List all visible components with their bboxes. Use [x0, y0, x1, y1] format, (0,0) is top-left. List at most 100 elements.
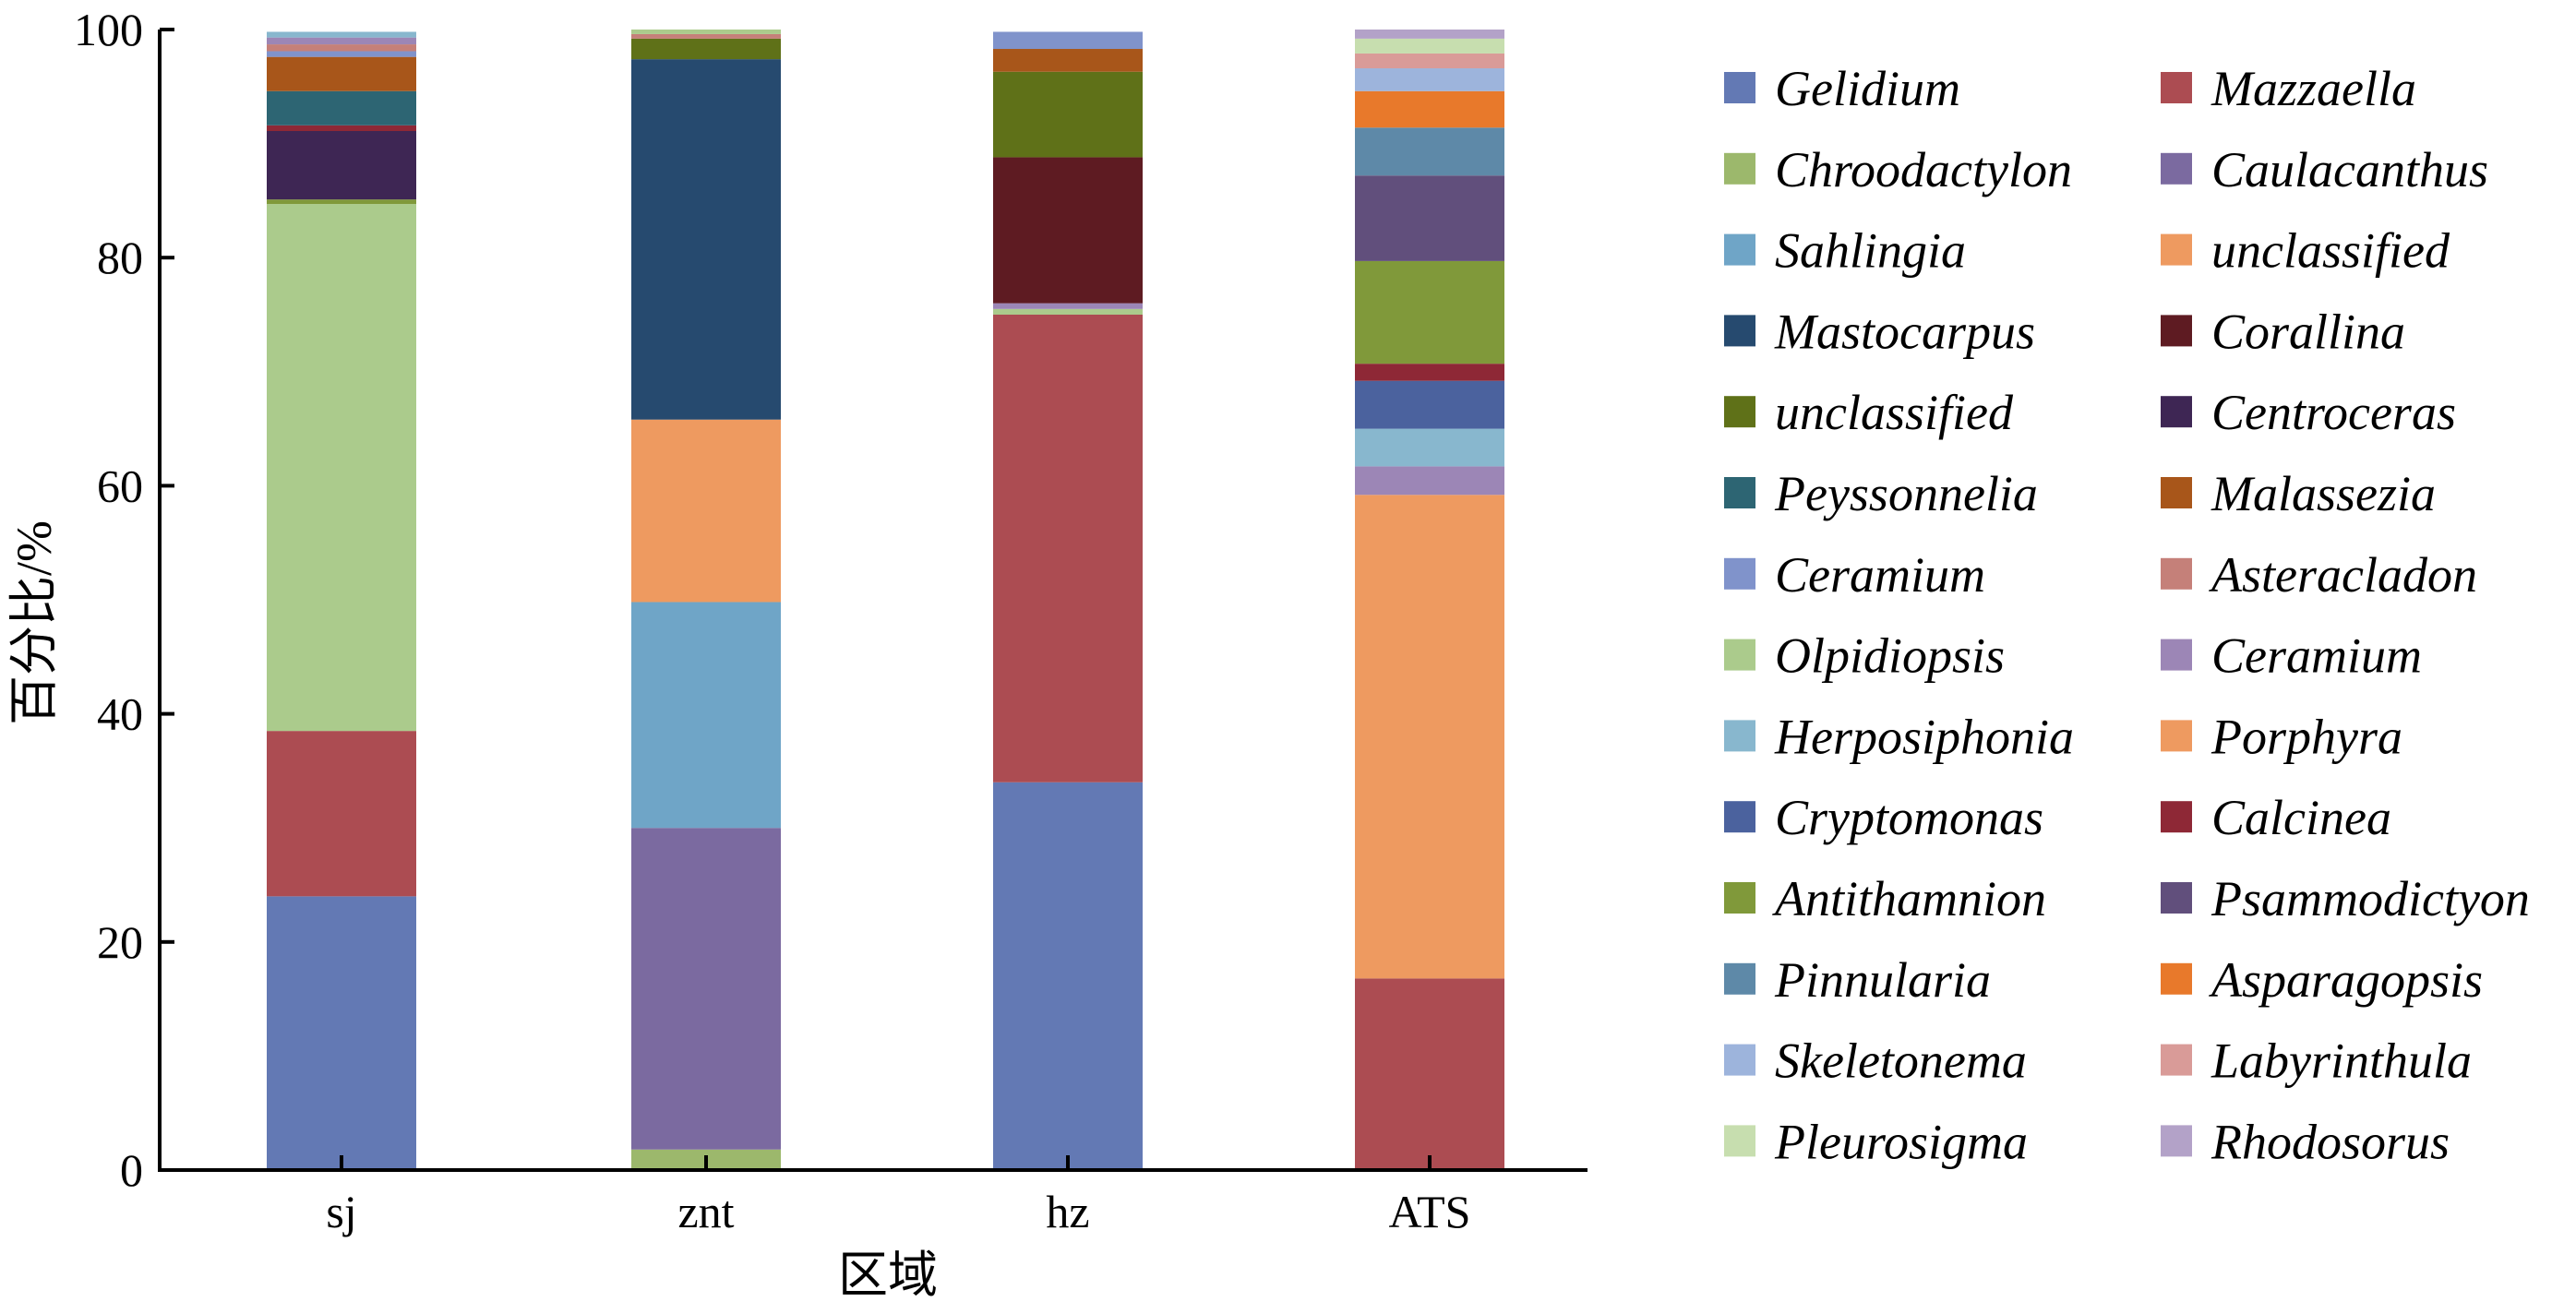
bar-segment-sj-olpidiopsis: [267, 204, 416, 732]
legend-label: Chroodactylon: [1775, 142, 2072, 197]
y-tick-label-0: 0: [120, 1144, 143, 1196]
bar-segment-hz-unclassified: [993, 71, 1143, 158]
legend-swatch: [1724, 72, 1755, 103]
legend-label: Caulacanthus: [2211, 142, 2488, 197]
legend-label: Sahlingia: [1775, 223, 1966, 279]
bar-segment-znt-unclassified: [631, 38, 781, 60]
legend-item-pleurosigma: Pleurosigma: [1724, 1114, 2028, 1169]
legend-swatch: [1724, 1044, 1755, 1076]
y-tick-label-40: 40: [97, 688, 143, 740]
bar-segment-znt-olpidiopsis: [631, 30, 781, 34]
legend-item-unclassified: unclassified: [1724, 385, 2014, 440]
legend-label: Peyssonnelia: [1774, 466, 2038, 521]
legend-swatch: [2161, 233, 2192, 266]
legend-label: Calcinea: [2211, 790, 2391, 845]
x-tick-label-hz: hz: [1046, 1186, 1089, 1237]
legend: Gelidium Mazzaella Chroodactylon Caulacanth…: [1724, 61, 2530, 1169]
legend-swatch: [2161, 962, 2192, 995]
legend-swatch: [2161, 720, 2192, 752]
legend-label: Mastocarpus: [1774, 304, 2035, 359]
legend-item-skeletonema: Skeletonema: [1724, 1033, 2027, 1089]
bar-segment-sj-ceramium: [267, 51, 416, 57]
bar-segment-hz-mazzaella: [993, 315, 1143, 782]
legend-swatch: [2161, 152, 2192, 185]
legend-label: unclassified: [2211, 223, 2450, 279]
legend-item-asteracladon: Asteracladon: [2161, 547, 2477, 603]
legend-item-herposiphonia: Herposiphonia: [1724, 709, 2074, 764]
legend-item-caulacanthus: Caulacanthus: [2161, 142, 2488, 197]
bar-segment-hz-malassezia: [993, 49, 1143, 72]
legend-item-gelidium: Gelidium: [1724, 61, 1960, 116]
bar-segment-ATS-labyrinthula: [1355, 53, 1504, 69]
bar-segment-znt-caulacanthus: [631, 828, 781, 1150]
bar-segment-ATS-pleurosigma: [1355, 38, 1504, 54]
bars-layer: [267, 30, 1504, 1170]
bar-stack-hz: [993, 31, 1143, 1170]
bar-segment-sj-peyssonnelia: [267, 90, 416, 125]
x-tick-label-znt: znt: [677, 1186, 734, 1237]
bar-segment-ATS-asparagopsis: [1355, 90, 1504, 128]
bar-segment-ATS-psammodictyon: [1355, 175, 1504, 261]
legend-swatch: [2161, 801, 2192, 833]
bar-segment-sj-malassezia: [267, 56, 416, 91]
legend-item-mastocarpus: Mastocarpus: [1724, 304, 2035, 359]
axes-layer: 0 20 40 60 80 100 sj znt hz ATS: [74, 4, 1588, 1237]
bar-segment-ATS-mazzaella: [1355, 978, 1504, 1170]
legend-label: Mazzaella: [2211, 61, 2416, 116]
bar-segment-sj-calcinea: [267, 125, 416, 132]
legend-label: Pinnularia: [1774, 952, 1991, 1008]
legend-label: unclassified: [1775, 385, 2014, 440]
legend-label: Labyrinthula: [2211, 1033, 2472, 1089]
legend-label: Centroceras: [2211, 385, 2456, 440]
legend-swatch: [1724, 801, 1755, 833]
legend-swatch: [2161, 1044, 2192, 1076]
y-tick-label-20: 20: [97, 916, 143, 968]
legend-label: Antithamnion: [1772, 871, 2046, 926]
legend-swatch: [2161, 315, 2192, 347]
bar-segment-znt-sahlingia: [631, 602, 781, 829]
legend-swatch: [2161, 396, 2192, 428]
legend-swatch: [1724, 882, 1755, 914]
y-tick-label-60: 60: [97, 460, 143, 511]
legend-swatch: [2161, 477, 2192, 508]
bar-segment-ATS-skeletonema: [1355, 68, 1504, 91]
bar-segment-ATS-cryptomonas: [1355, 380, 1504, 429]
legend-swatch: [2161, 1125, 2192, 1157]
legend-item-cryptomonas: Cryptomonas: [1724, 790, 2043, 845]
legend-swatch: [1724, 315, 1755, 347]
legend-label: Herposiphonia: [1774, 709, 2074, 764]
bar-segment-hz-corallina: [993, 157, 1143, 304]
legend-swatch: [1724, 962, 1755, 995]
legend-swatch: [1724, 396, 1755, 428]
legend-item-antithamnion: Antithamnion: [1724, 871, 2046, 926]
legend-item-psammodictyon: Psammodictyon: [2161, 871, 2530, 926]
bar-segment-znt-unclassified: [631, 419, 781, 603]
bar-segment-sj-gelidium: [267, 896, 416, 1170]
legend-label: Porphyra: [2211, 709, 2402, 764]
legend-swatch: [1724, 1125, 1755, 1157]
bar-stack-znt: [631, 30, 781, 1170]
legend-item-mazzaella: Mazzaella: [2161, 61, 2416, 116]
bar-segment-hz-ceramium: [993, 303, 1143, 309]
legend-item-ceramium: Ceramium: [1724, 547, 1985, 603]
legend-item-pinnularia: Pinnularia: [1724, 952, 1991, 1008]
x-axis-title: 区域: [838, 1248, 938, 1303]
y-tick-label-80: 80: [97, 232, 143, 283]
legend-label: Ceramium: [1775, 547, 1985, 603]
legend-item-corallina: Corallina: [2161, 304, 2405, 359]
legend-item-ceramium: Ceramium: [2161, 628, 2422, 684]
y-tick-label-100: 100: [74, 4, 143, 55]
legend-swatch: [2161, 557, 2192, 590]
legend-label: Cryptomonas: [1775, 790, 2043, 845]
bar-segment-ATS-calcinea: [1355, 364, 1504, 381]
legend-label: Olpidiopsis: [1775, 628, 2005, 684]
legend-item-chroodactylon: Chroodactylon: [1724, 142, 2072, 197]
bar-segment-sj-antithamnion: [267, 199, 416, 205]
legend-item-calcinea: Calcinea: [2161, 790, 2391, 845]
legend-item-olpidiopsis: Olpidiopsis: [1724, 628, 2005, 684]
bar-segment-znt-mastocarpus: [631, 59, 781, 420]
bar-segment-sj-centroceras: [267, 131, 416, 200]
legend-swatch: [1724, 233, 1755, 266]
legend-swatch: [1724, 152, 1755, 185]
